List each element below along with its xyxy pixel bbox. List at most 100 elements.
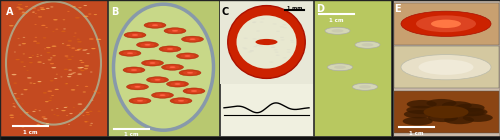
- Circle shape: [66, 83, 68, 84]
- Circle shape: [262, 43, 266, 44]
- Circle shape: [94, 14, 97, 15]
- Circle shape: [179, 70, 201, 76]
- Circle shape: [263, 41, 267, 42]
- Circle shape: [69, 47, 71, 48]
- Circle shape: [82, 50, 86, 51]
- Circle shape: [418, 60, 474, 75]
- Circle shape: [77, 41, 82, 42]
- Circle shape: [256, 39, 278, 45]
- Circle shape: [146, 61, 160, 65]
- Circle shape: [274, 49, 278, 50]
- Circle shape: [52, 67, 56, 68]
- Text: D: D: [316, 4, 324, 14]
- Circle shape: [174, 83, 180, 85]
- Ellipse shape: [6, 1, 101, 125]
- Circle shape: [45, 101, 48, 102]
- Circle shape: [90, 125, 92, 126]
- Circle shape: [71, 89, 76, 90]
- Circle shape: [271, 47, 275, 48]
- Circle shape: [119, 50, 141, 56]
- Circle shape: [66, 45, 70, 46]
- Circle shape: [98, 111, 101, 112]
- Circle shape: [328, 64, 352, 71]
- Circle shape: [190, 38, 196, 40]
- Circle shape: [91, 48, 96, 49]
- Circle shape: [269, 61, 273, 63]
- Circle shape: [12, 74, 16, 75]
- Circle shape: [62, 19, 65, 20]
- Circle shape: [20, 94, 24, 95]
- Circle shape: [163, 47, 177, 51]
- Circle shape: [64, 69, 68, 70]
- Circle shape: [9, 25, 14, 26]
- Circle shape: [52, 55, 56, 56]
- Circle shape: [133, 99, 147, 103]
- Circle shape: [463, 114, 493, 122]
- Circle shape: [444, 116, 474, 124]
- Circle shape: [14, 83, 17, 84]
- Circle shape: [406, 106, 436, 114]
- Circle shape: [274, 52, 278, 53]
- Circle shape: [164, 28, 186, 34]
- Circle shape: [84, 16, 88, 17]
- Circle shape: [84, 68, 88, 69]
- Circle shape: [32, 7, 36, 9]
- Circle shape: [283, 57, 287, 58]
- Circle shape: [78, 7, 82, 8]
- Circle shape: [252, 38, 256, 39]
- Circle shape: [64, 83, 68, 84]
- Circle shape: [273, 23, 277, 24]
- Circle shape: [78, 67, 82, 68]
- Circle shape: [68, 124, 70, 125]
- Ellipse shape: [114, 4, 214, 130]
- Circle shape: [61, 31, 66, 32]
- Circle shape: [260, 18, 264, 19]
- Circle shape: [89, 38, 94, 40]
- Circle shape: [78, 48, 82, 49]
- Circle shape: [64, 107, 68, 108]
- Circle shape: [51, 95, 54, 96]
- Circle shape: [458, 108, 488, 116]
- Circle shape: [250, 50, 254, 51]
- Circle shape: [36, 124, 39, 125]
- Circle shape: [186, 37, 200, 41]
- Circle shape: [56, 29, 58, 30]
- Circle shape: [250, 50, 254, 52]
- Circle shape: [187, 72, 193, 74]
- Circle shape: [266, 45, 270, 46]
- Circle shape: [18, 45, 21, 46]
- Circle shape: [325, 27, 350, 34]
- Circle shape: [170, 82, 184, 86]
- Circle shape: [29, 62, 33, 63]
- Circle shape: [282, 24, 286, 25]
- Circle shape: [126, 84, 148, 90]
- Circle shape: [150, 62, 156, 64]
- Circle shape: [280, 26, 284, 27]
- Bar: [0, 0, 106, 136]
- Circle shape: [172, 30, 178, 32]
- Circle shape: [406, 100, 436, 108]
- Circle shape: [146, 77, 169, 83]
- Circle shape: [89, 111, 92, 112]
- Circle shape: [77, 49, 80, 50]
- Circle shape: [80, 67, 84, 68]
- Circle shape: [401, 55, 491, 80]
- Circle shape: [22, 12, 25, 13]
- Circle shape: [424, 106, 469, 118]
- Circle shape: [73, 36, 76, 37]
- Circle shape: [168, 29, 182, 33]
- Circle shape: [82, 92, 86, 93]
- Circle shape: [286, 49, 290, 50]
- Circle shape: [166, 65, 179, 69]
- Circle shape: [86, 49, 87, 50]
- Circle shape: [48, 100, 51, 101]
- Circle shape: [50, 6, 53, 7]
- Circle shape: [183, 71, 197, 75]
- Circle shape: [10, 115, 14, 116]
- Circle shape: [56, 108, 58, 109]
- Circle shape: [162, 64, 184, 70]
- Circle shape: [67, 11, 70, 12]
- Circle shape: [256, 45, 260, 46]
- Circle shape: [129, 98, 151, 104]
- Circle shape: [242, 47, 246, 48]
